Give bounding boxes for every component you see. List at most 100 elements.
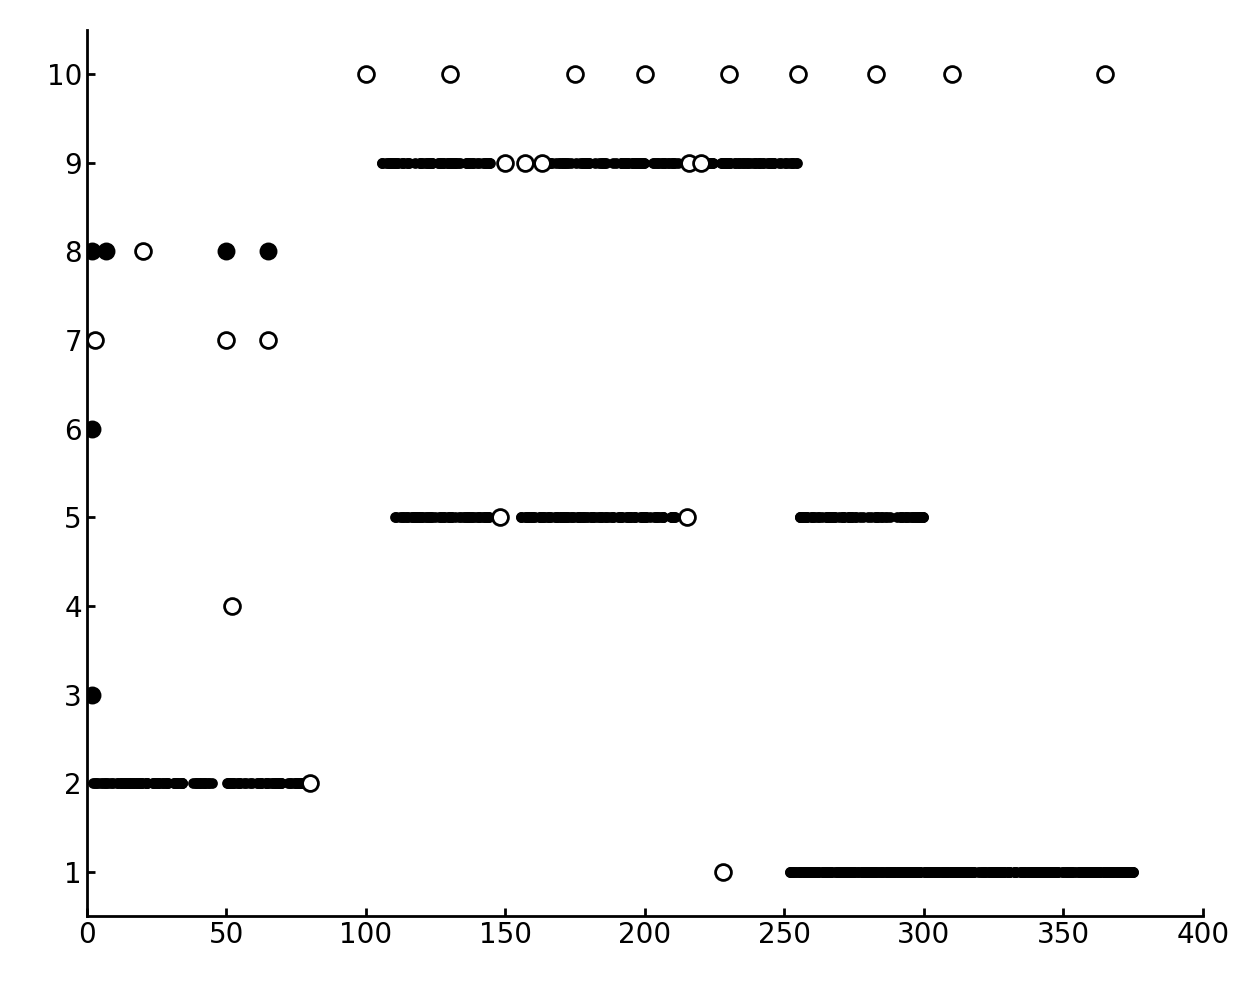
- Point: [632, 510, 652, 526]
- Point: [831, 865, 851, 880]
- Point: [620, 510, 640, 526]
- Point: [962, 865, 982, 880]
- Point: [1006, 865, 1025, 880]
- Point: [957, 865, 977, 880]
- Point: [635, 66, 655, 83]
- Point: [496, 154, 516, 171]
- Point: [934, 865, 954, 880]
- Point: [469, 510, 489, 526]
- Point: [533, 510, 553, 526]
- Point: [1048, 865, 1068, 880]
- Point: [585, 154, 605, 171]
- Point: [417, 154, 436, 171]
- Point: [128, 775, 148, 791]
- Point: [650, 510, 670, 526]
- Point: [796, 510, 816, 526]
- Point: [518, 510, 538, 526]
- Point: [1038, 865, 1058, 880]
- Point: [476, 510, 496, 526]
- Point: [662, 154, 682, 171]
- Point: [531, 510, 551, 526]
- Point: [97, 775, 117, 791]
- Point: [838, 510, 858, 526]
- Point: [569, 510, 589, 526]
- Point: [263, 775, 283, 791]
- Point: [833, 510, 853, 526]
- Point: [717, 154, 737, 171]
- Point: [900, 865, 920, 880]
- Point: [991, 865, 1011, 880]
- Point: [1040, 865, 1060, 880]
- Point: [439, 154, 459, 171]
- Point: [802, 510, 822, 526]
- Point: [899, 865, 919, 880]
- Point: [436, 154, 456, 171]
- Point: [872, 510, 892, 526]
- Point: [1013, 865, 1033, 880]
- Point: [928, 865, 947, 880]
- Point: [945, 865, 965, 880]
- Point: [866, 865, 885, 880]
- Point: [821, 510, 841, 526]
- Point: [285, 775, 305, 791]
- Point: [818, 865, 838, 880]
- Point: [1045, 865, 1065, 880]
- Point: [808, 510, 828, 526]
- Point: [1023, 865, 1043, 880]
- Point: [662, 154, 682, 171]
- Point: [936, 865, 956, 880]
- Point: [1066, 865, 1086, 880]
- Point: [801, 510, 821, 526]
- Point: [806, 865, 826, 880]
- Point: [172, 775, 192, 791]
- Point: [381, 154, 401, 171]
- Point: [221, 775, 241, 791]
- Point: [949, 865, 968, 880]
- Point: [630, 510, 650, 526]
- Point: [133, 775, 153, 791]
- Point: [1074, 865, 1094, 880]
- Point: [893, 865, 913, 880]
- Point: [554, 510, 574, 526]
- Point: [790, 865, 810, 880]
- Point: [393, 154, 413, 171]
- Point: [926, 865, 946, 880]
- Point: [1115, 865, 1135, 880]
- Point: [619, 510, 639, 526]
- Point: [224, 775, 244, 791]
- Point: [853, 865, 873, 880]
- Point: [895, 865, 915, 880]
- Point: [1004, 865, 1024, 880]
- Point: [649, 510, 668, 526]
- Point: [802, 865, 822, 880]
- Point: [776, 154, 796, 171]
- Point: [842, 510, 862, 526]
- Point: [601, 510, 621, 526]
- Point: [817, 865, 837, 880]
- Point: [475, 510, 495, 526]
- Point: [558, 154, 578, 171]
- Point: [936, 865, 956, 880]
- Point: [906, 865, 926, 880]
- Point: [858, 865, 878, 880]
- Point: [608, 510, 627, 526]
- Point: [842, 510, 862, 526]
- Point: [822, 510, 842, 526]
- Point: [993, 865, 1013, 880]
- Point: [539, 510, 559, 526]
- Point: [884, 865, 904, 880]
- Point: [190, 775, 210, 791]
- Point: [794, 510, 813, 526]
- Point: [895, 865, 915, 880]
- Point: [972, 865, 992, 880]
- Point: [817, 510, 837, 526]
- Point: [553, 510, 573, 526]
- Point: [913, 510, 932, 526]
- Point: [1028, 865, 1048, 880]
- Point: [825, 510, 844, 526]
- Point: [448, 154, 467, 171]
- Point: [1023, 865, 1043, 880]
- Point: [733, 154, 753, 171]
- Point: [594, 154, 614, 171]
- Point: [853, 510, 873, 526]
